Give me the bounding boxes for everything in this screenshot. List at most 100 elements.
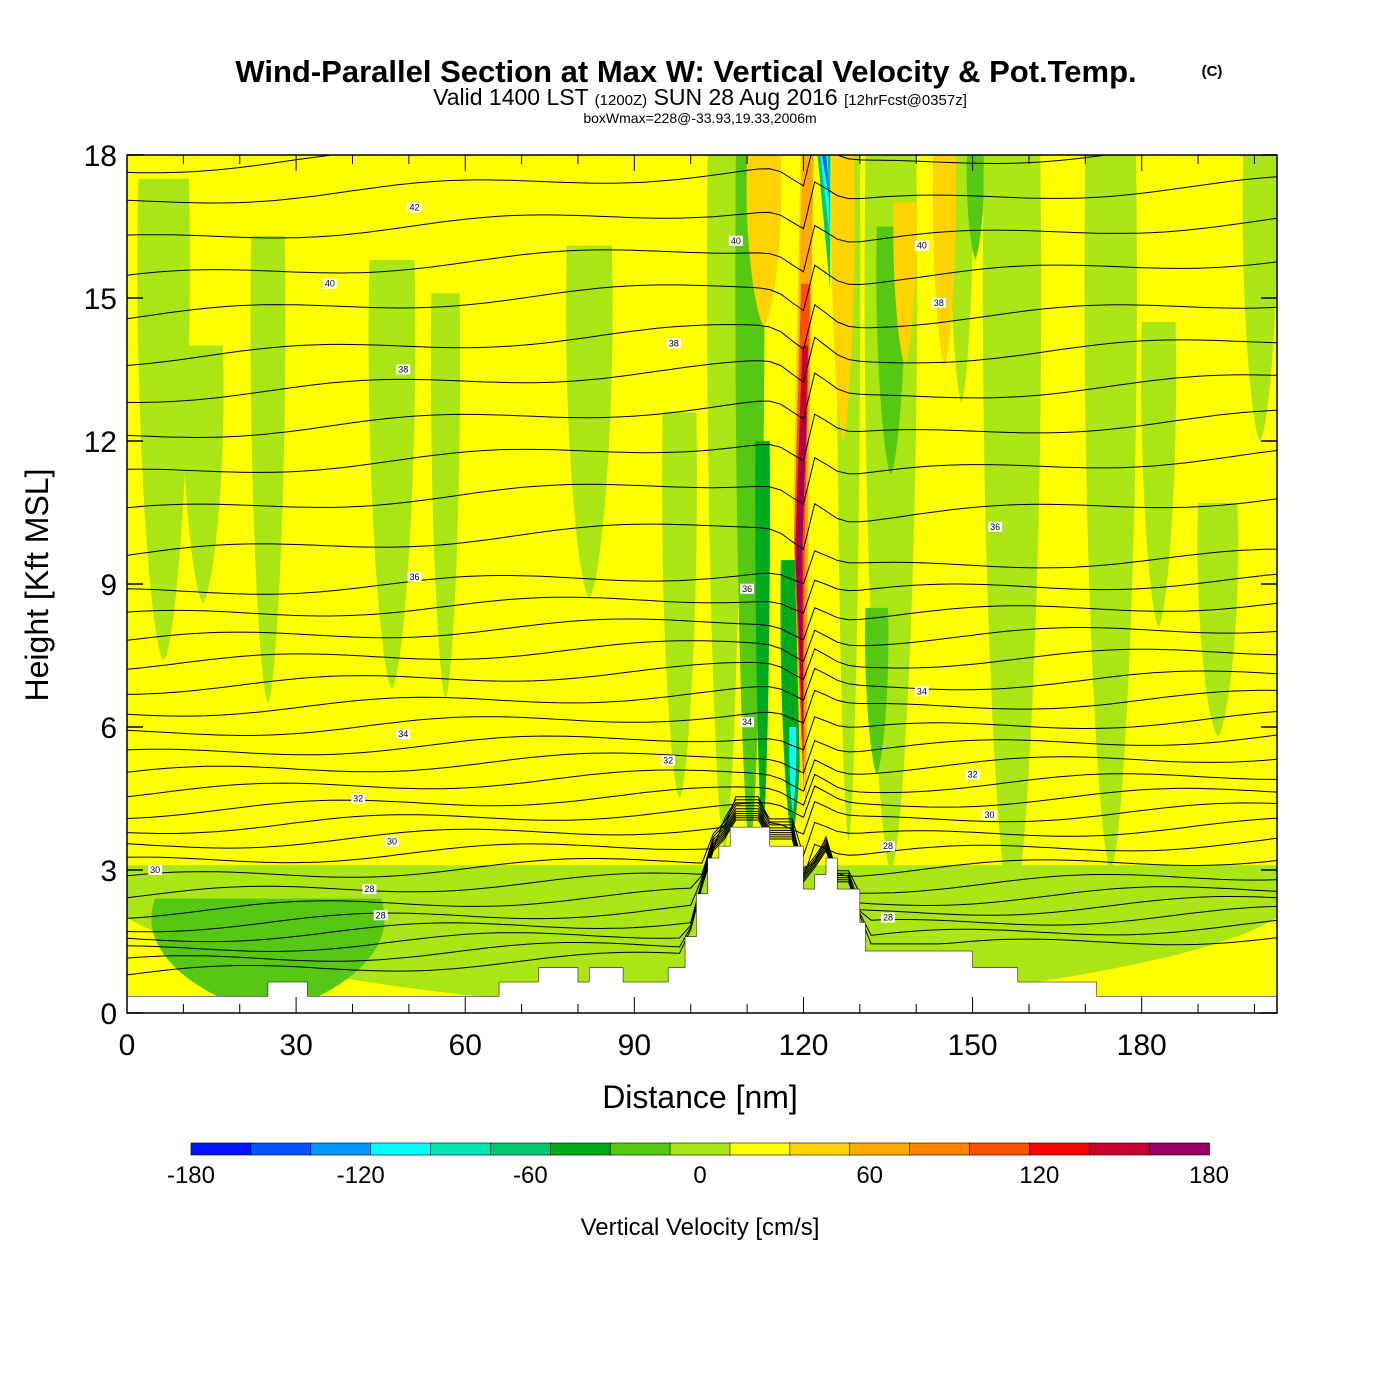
- updraft-core-4: [796, 412, 807, 718]
- theta-contour-low-12: [127, 756, 1277, 798]
- x-axis-label: Distance [nm]: [602, 1079, 798, 1115]
- theta-contour-upper-4: [127, 336, 1277, 404]
- theta-contour-upper-2: [127, 409, 1277, 473]
- contour-label-text-22: 28: [883, 913, 893, 923]
- contour-label-3: 30: [384, 836, 399, 847]
- theta-contour-low-6: [127, 805, 1277, 899]
- contour-label-text-4: 32: [353, 794, 363, 804]
- theta-contour-low-15: [127, 689, 1277, 736]
- y-axis-label: Height [Kft MSL]: [19, 469, 55, 702]
- x-tick-label-5: 150: [948, 1029, 998, 1062]
- velocity-band-23: [746, 155, 782, 327]
- y-tick-label-1: 3: [100, 855, 117, 888]
- velocity-band-19: [1084, 155, 1137, 870]
- contour-label-bg-8: [322, 278, 337, 289]
- contour-label-2: 28: [373, 910, 388, 921]
- colorbar-tick-label-0: -180: [167, 1162, 215, 1189]
- copyright-mark: (C): [1202, 63, 1223, 80]
- theta-contour-low-2: [127, 815, 1277, 953]
- velocity-band-6: [661, 412, 697, 799]
- theta-contour-upper-6: [127, 261, 1277, 320]
- colorbar-swatch-4: [430, 1142, 492, 1156]
- downdraft-core-2: [822, 155, 831, 203]
- contour-label-5: 34: [396, 729, 411, 740]
- contour-labels: 30 28 28 30 32 34 36 38 40 42 38 40 32 36 34 40 38 36 34 32…: [148, 202, 1003, 923]
- contour-label-bg-21: [881, 841, 896, 852]
- contour-label-bg-17: [988, 521, 1003, 532]
- contour-label-7: 38: [396, 364, 411, 375]
- contour-label-bg-5: [396, 729, 411, 740]
- colorbar-swatch-5: [490, 1142, 552, 1156]
- contour-label-1: 28: [362, 884, 377, 895]
- contour-label-bg-18: [914, 686, 929, 697]
- contour-label-text-15: 40: [917, 241, 927, 251]
- theta-contour-low-3: [127, 813, 1277, 943]
- velocity-band-2: [250, 236, 286, 704]
- contour-label-bg-10: [666, 338, 681, 349]
- contour-label-bg-15: [914, 240, 929, 251]
- contour-label-bg-3: [384, 836, 399, 847]
- colorbar: -180 -120 -60 0 60 120 180: [167, 1142, 1229, 1189]
- colorbar-swatch-11: [849, 1142, 911, 1156]
- theta-contour-low-16: [127, 667, 1277, 717]
- velocity-band-0: [137, 178, 190, 661]
- contour-label-text-17: 36: [990, 522, 1000, 532]
- contour-label-14: 34: [740, 717, 755, 728]
- contour-label-18: 34: [914, 686, 929, 697]
- theta-contour-low-19: [127, 602, 1277, 641]
- contour-label-9: 42: [407, 202, 422, 213]
- contour-label-text-13: 36: [742, 584, 752, 594]
- velocity-band-11: [789, 727, 797, 813]
- colorbar-swatch-1: [250, 1142, 312, 1156]
- contour-label-4: 32: [351, 793, 366, 804]
- box-info: boxWmax=228@-33.93,19.33,2006m: [583, 110, 816, 126]
- colorbar-tick-label-4: 60: [856, 1162, 883, 1189]
- contour-label-text-11: 40: [731, 236, 741, 246]
- y-tick-label-2: 6: [100, 712, 117, 745]
- contour-label-bg-13: [740, 583, 755, 594]
- contour-label-19: 32: [965, 769, 980, 780]
- contour-label-text-19: 32: [968, 770, 978, 780]
- contour-label-20: 30: [982, 810, 997, 821]
- y-tick-label-5: 15: [84, 283, 117, 316]
- colorbar-swatch-10: [789, 1142, 851, 1156]
- contour-label-bg-11: [728, 235, 743, 246]
- velocity-band-1: [182, 345, 224, 604]
- contour-label-text-0: 30: [150, 865, 160, 875]
- theta-contour-upper-1: [127, 450, 1277, 509]
- colorbar-swatch-14: [1029, 1142, 1091, 1156]
- contour-label-text-20: 30: [984, 810, 994, 820]
- contour-label-bg-16: [931, 297, 946, 308]
- contour-label-bg-6: [407, 571, 422, 582]
- theta-contour-low-13: [127, 734, 1277, 774]
- contour-label-text-6: 36: [409, 572, 419, 582]
- contour-label-12: 32: [661, 755, 676, 766]
- contour-label-text-2: 28: [376, 910, 386, 920]
- contour-label-text-8: 40: [325, 279, 335, 289]
- theta-contour-low-20: [127, 573, 1277, 617]
- velocity-band-26: [831, 155, 855, 441]
- contour-label-11: 40: [728, 235, 743, 246]
- valid-time: Valid 1400 LST (1200Z) SUN 28 Aug 2016 […: [433, 84, 967, 110]
- colorbar-swatch-2: [310, 1142, 372, 1156]
- theta-contour-low-9: [127, 796, 1277, 849]
- theta-contour-low-5: [127, 808, 1277, 919]
- colorbar-swatch-7: [609, 1142, 671, 1156]
- velocity-band-24: [893, 202, 917, 365]
- velocity-band-4: [430, 293, 461, 699]
- velocity-band-7: [707, 155, 743, 851]
- velocity-band-25: [932, 155, 957, 365]
- theta-contour-low-8: [127, 799, 1277, 864]
- x-tick-label-1: 30: [279, 1029, 312, 1062]
- colorbar-tick-label-6: 180: [1189, 1162, 1229, 1189]
- velocity-band-9: [755, 441, 770, 837]
- velocity-band-5: [565, 245, 613, 599]
- theta-contour-low-7: [127, 802, 1277, 879]
- velocity-band-22: [1242, 155, 1277, 441]
- contour-label-text-16: 38: [934, 298, 944, 308]
- contour-label-16: 38: [931, 297, 946, 308]
- contour-label-0: 30: [148, 865, 163, 875]
- theta-contour-low-18: [127, 627, 1277, 670]
- velocity-band-28: [151, 898, 385, 1013]
